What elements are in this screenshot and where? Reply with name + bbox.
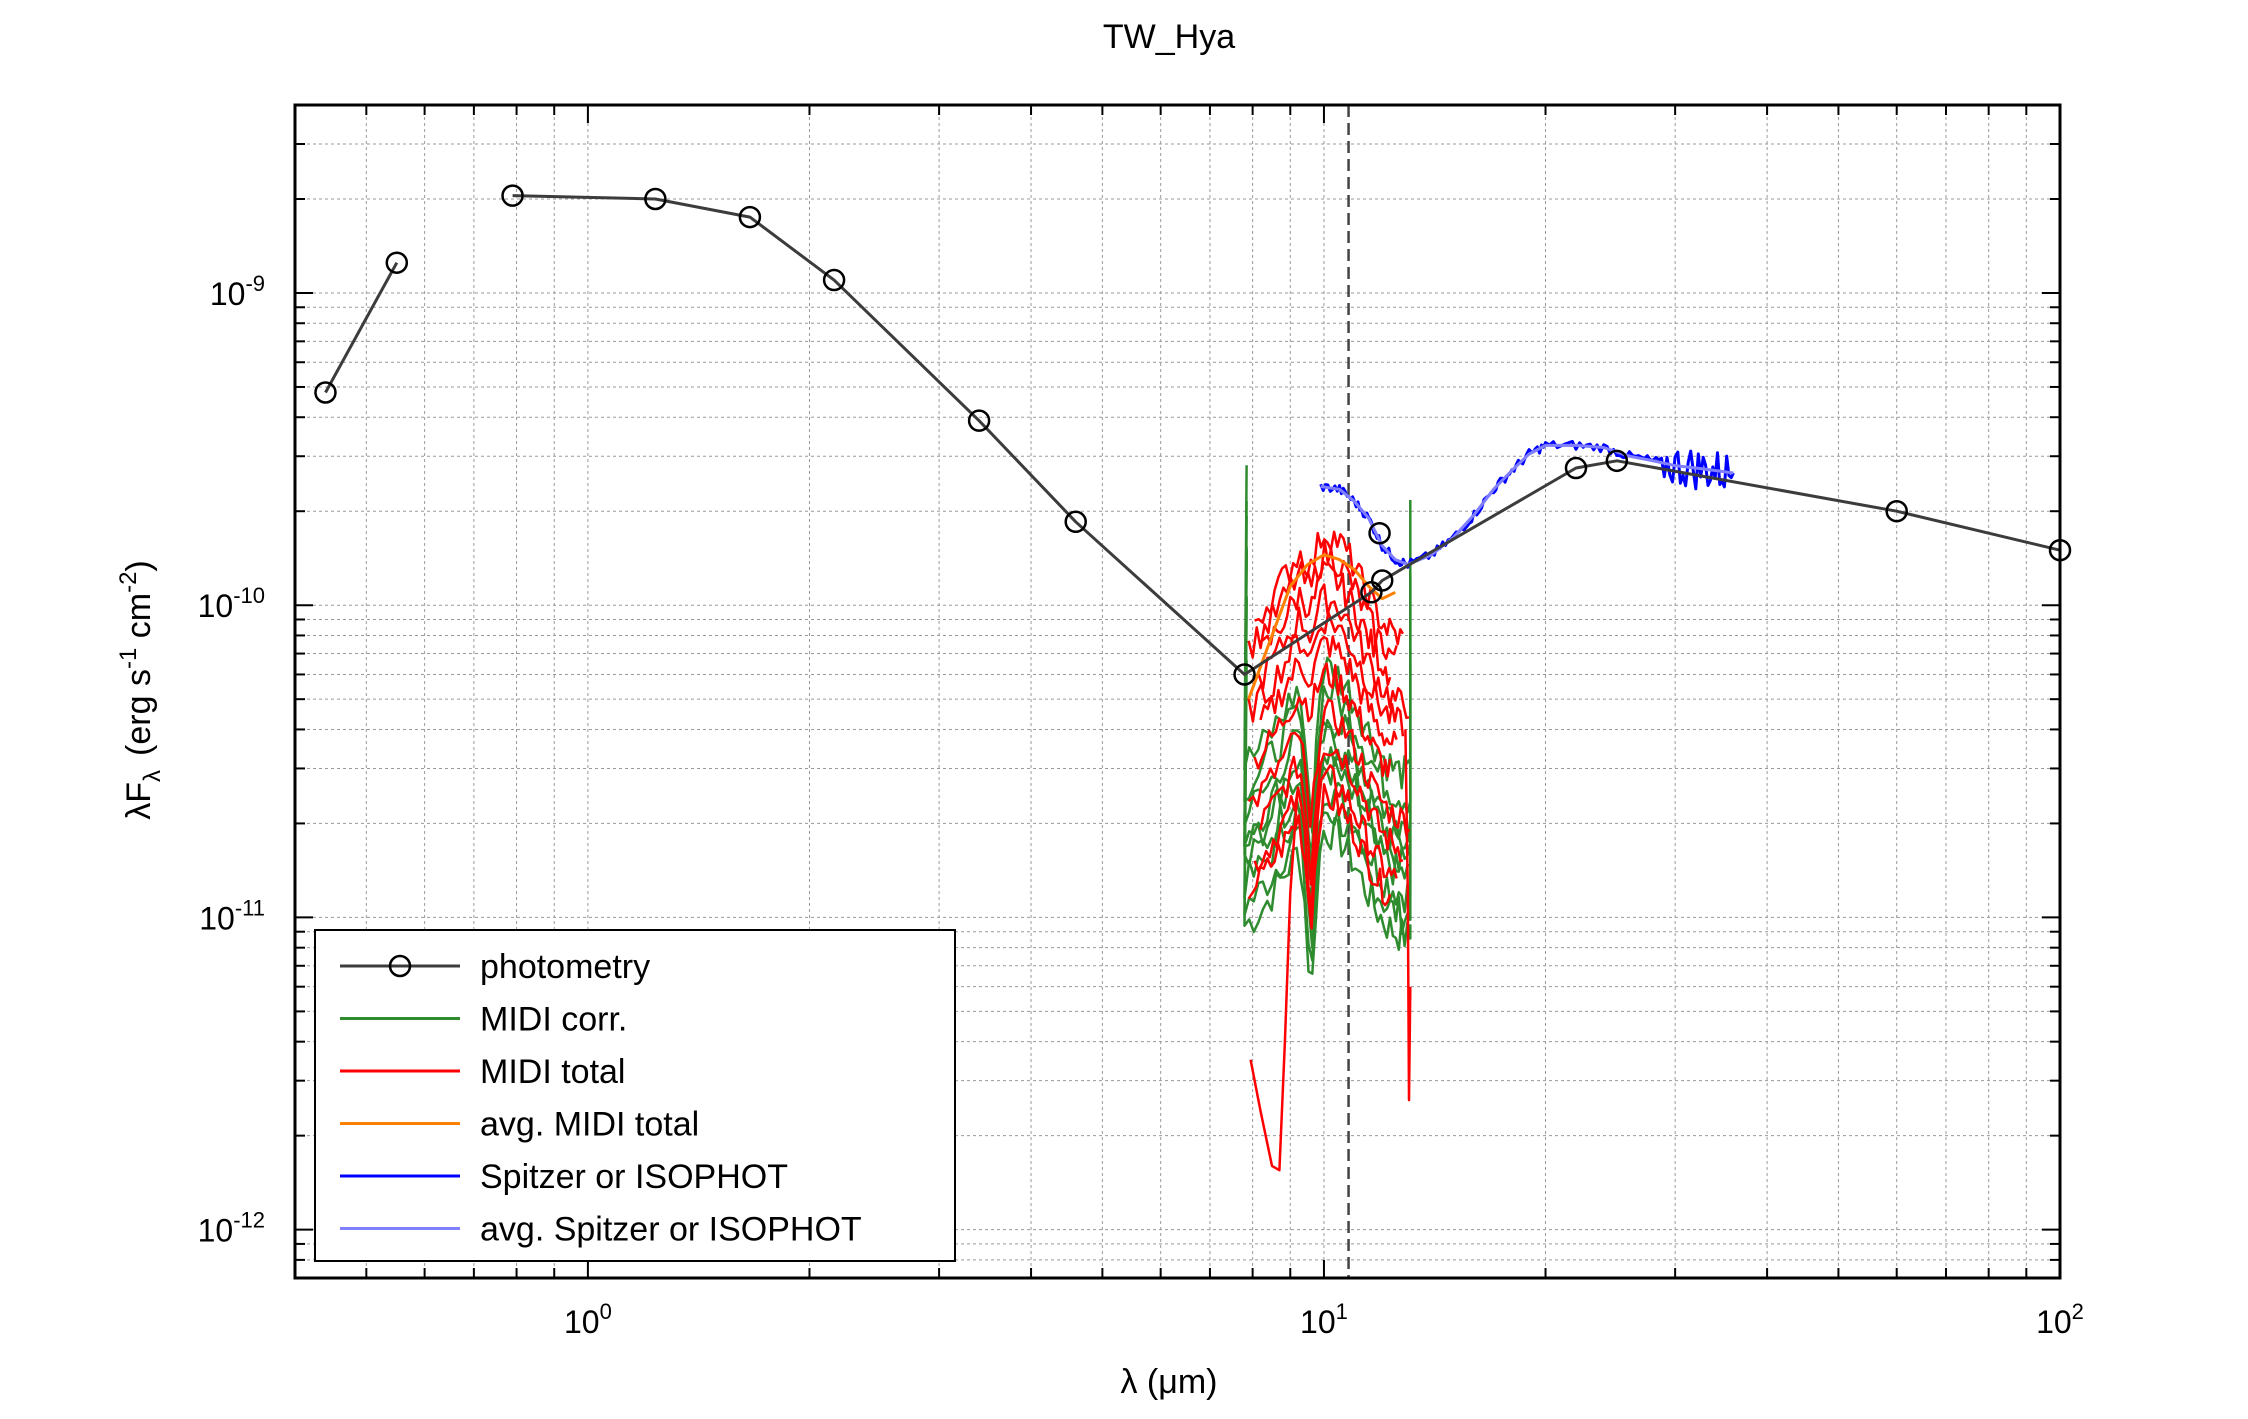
- photometry-marker: [967, 409, 991, 432]
- legend-label: MIDI corr.: [480, 1001, 627, 1039]
- spitzer-series: [1319, 439, 1735, 569]
- legend-label: photometry: [480, 948, 650, 986]
- photometry-marker: [1370, 569, 1394, 592]
- midi-total-series: [1259, 560, 1392, 687]
- midi-total-series: [1247, 610, 1405, 737]
- midi-corr-series: [1243, 515, 1412, 883]
- midi-total-series: [1254, 530, 1404, 646]
- photometry-marker: [644, 187, 667, 211]
- axis-ticks: 100 101 102 10-9 10-10 10-11 10-12: [198, 104, 2084, 1340]
- photometry-marker: [385, 251, 409, 274]
- y-tick-label: 10-12: [198, 1208, 265, 1249]
- photometry-marker: [1605, 449, 1629, 473]
- midi-total-series: [1259, 635, 1398, 747]
- photometry-marker: [1885, 499, 1908, 523]
- photometry-marker: [501, 184, 524, 207]
- x-axis-label: λ (μm): [1120, 1363, 1217, 1401]
- x-tick-label: 101: [1300, 1299, 1348, 1340]
- avg-midi-total-series: [1247, 553, 1396, 700]
- midi-total-series: [1247, 698, 1411, 836]
- midi-corr-series: [1243, 465, 1412, 834]
- chart-title: TW_Hya: [1103, 18, 1235, 56]
- photometry-marker: [1564, 456, 1588, 480]
- legend-marker: [388, 954, 412, 978]
- avg-spitzer-series: [1320, 443, 1734, 566]
- y-tick-label: 10-11: [199, 895, 265, 936]
- midi-total-series: [1259, 748, 1404, 886]
- photometry-marker: [738, 205, 762, 229]
- legend-box: [314, 929, 956, 1262]
- photometry-marker: [314, 381, 337, 404]
- legend-label: avg. MIDI total: [480, 1106, 699, 1144]
- legend-label: Spitzer or ISOPHOT: [480, 1158, 788, 1196]
- midi-total-series: [1253, 583, 1410, 720]
- photometry-marker: [1368, 521, 1391, 545]
- midi-total-series: [1249, 793, 1299, 1172]
- midi-total-series: [1404, 729, 1412, 1102]
- legend-label: MIDI total: [480, 1053, 625, 1091]
- y-tick-label: 10-9: [210, 271, 265, 312]
- photometry-marker: [1064, 510, 1087, 534]
- y-tick-label: 10-10: [198, 583, 265, 624]
- photometry-marker: [822, 268, 846, 292]
- midi-total-series: [1247, 783, 1392, 930]
- plot-area: [314, 184, 2072, 1172]
- legend: photometry MIDI corr. MIDI total avg. MIDI …: [314, 929, 956, 1262]
- midi-total-series: [1253, 662, 1392, 778]
- y-axis-label: λFλ(erg s-1 cm-2): [115, 560, 166, 820]
- photometry-line: [512, 194, 2061, 676]
- photometry-marker: [1233, 663, 1256, 686]
- plot-frame: [293, 103, 2062, 1280]
- x-tick-label: 100: [564, 1299, 612, 1340]
- legend-label: avg. Spitzer or ISOPHOT: [480, 1211, 862, 1249]
- midi-total-series: [1253, 764, 1398, 912]
- photometry-line: [324, 261, 399, 394]
- x-tick-label: 102: [2036, 1299, 2084, 1340]
